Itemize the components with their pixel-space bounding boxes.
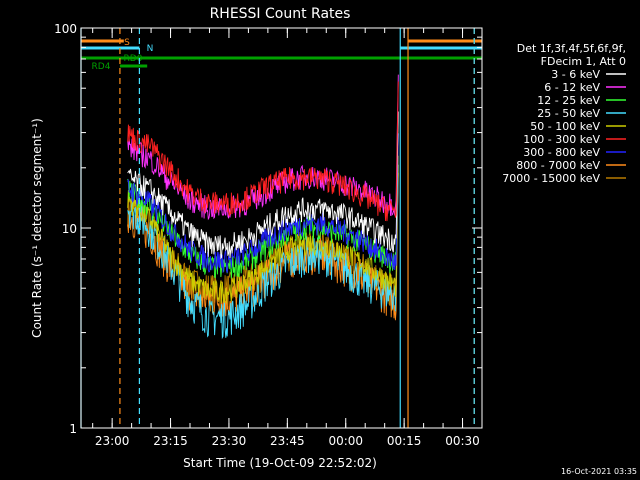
vline-layer (80, 28, 475, 428)
data-layer (127, 74, 399, 340)
legend-label: 12 - 25 keV (537, 94, 600, 107)
y-tick-label: 10 (62, 222, 77, 236)
chart-title: RHESSI Count Rates (210, 6, 351, 22)
series-line (127, 81, 399, 222)
legend-label: 3 - 6 keV (551, 68, 600, 81)
legend-label: 100 - 300 keV (523, 133, 600, 146)
series-line (127, 133, 399, 273)
x-tick-label: 23:15 (153, 434, 188, 448)
x-tick-label: 23:45 (270, 434, 305, 448)
flag-label: S (124, 38, 130, 48)
legend-header: FDecim 1, Att 0 (541, 55, 626, 68)
x-tick-label: 23:30 (212, 434, 247, 448)
legend-label: 800 - 7000 keV (516, 159, 600, 172)
legend-header: Det 1f,3f,4f,5f,6f,9f, (517, 42, 626, 55)
series-line (127, 164, 399, 340)
x-axis-label: Start Time (19-Oct-09 22:52:02) (183, 456, 377, 470)
flag-label: RD0 (124, 54, 143, 64)
flags-layer: S N RD0 RD4 (81, 38, 482, 72)
legend-label: 7000 - 15000 keV (502, 172, 600, 185)
x-tick-label: 23:00 (95, 434, 130, 448)
legend-label: 50 - 100 keV (530, 120, 600, 133)
footer-date: 16-Oct-2021 03:35 (561, 467, 637, 476)
legend: Det 1f,3f,4f,5f,6f,9f,FDecim 1, Att 03 -… (502, 42, 626, 185)
y-tick-label: 100 (54, 22, 77, 36)
y-tick-label: 1 (69, 422, 77, 436)
axis-layer: 1 10 100 23:00 23:15 23:30 23:45 00:00 00:15 00:3… (54, 22, 483, 448)
y-axis-label: Count Rate (s⁻¹ detector segment⁻¹) (30, 118, 44, 338)
series-line (127, 155, 399, 304)
flag-label: N (147, 44, 154, 54)
legend-label: 25 - 50 keV (537, 107, 600, 120)
flag-label: RD4 (92, 62, 111, 72)
x-tick-label: 00:30 (445, 434, 480, 448)
legend-label: 300 - 800 keV (523, 146, 600, 159)
legend-label: 6 - 12 keV (544, 81, 600, 94)
x-tick-label: 00:15 (387, 434, 422, 448)
x-tick-label: 00:00 (328, 434, 363, 448)
series-line (127, 111, 399, 260)
series-line (127, 74, 399, 221)
